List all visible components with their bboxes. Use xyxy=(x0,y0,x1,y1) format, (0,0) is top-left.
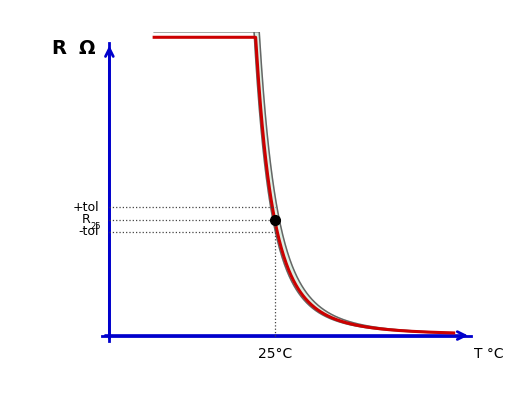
Text: R: R xyxy=(51,39,66,58)
Text: T °C: T °C xyxy=(475,347,504,360)
Text: R: R xyxy=(82,213,91,226)
Text: 25: 25 xyxy=(90,222,101,231)
Text: +tol: +tol xyxy=(72,200,99,214)
Text: -tol: -tol xyxy=(78,225,99,239)
Text: 25°C: 25°C xyxy=(258,347,292,360)
Text: Ω: Ω xyxy=(78,39,95,58)
